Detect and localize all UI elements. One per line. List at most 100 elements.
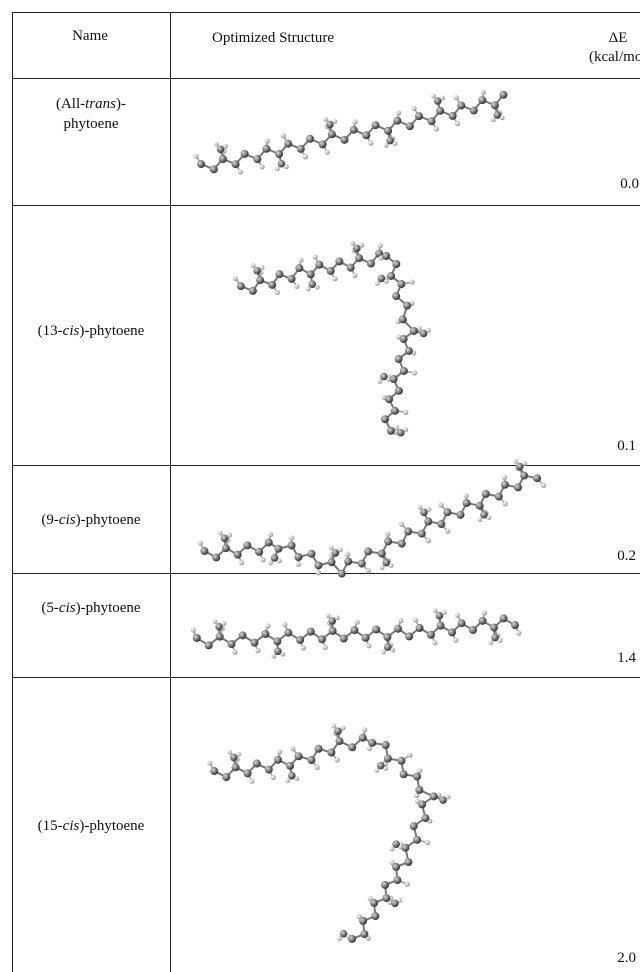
hydrogen-atom: [277, 749, 283, 755]
carbon-atom: [384, 126, 393, 135]
carbon-atom: [366, 259, 375, 268]
carbon-atom: [387, 271, 396, 280]
hydrogen-atom: [249, 778, 255, 784]
hydrogen-atom: [425, 538, 431, 544]
carbon-atom: [264, 538, 273, 547]
carbon-atom: [331, 549, 340, 557]
name-italic: cis: [59, 512, 76, 528]
carbon-atom: [382, 894, 391, 903]
carbon-atom: [404, 346, 413, 355]
carbon-atom: [361, 633, 370, 642]
carbon-atom: [358, 733, 367, 742]
carbon-atom: [334, 727, 342, 735]
header-structure: Optimized Structure: [212, 30, 334, 46]
carbon-atom: [469, 106, 478, 115]
hydrogen-atom: [284, 164, 289, 170]
carbon-atom: [480, 510, 488, 519]
hydrogen-atom: [193, 153, 199, 159]
carbon-atom: [364, 547, 373, 556]
carbon-atom: [381, 741, 390, 750]
hydrogen-atom: [388, 563, 394, 568]
hydrogen-atom: [352, 119, 358, 125]
hydrogen-atom: [438, 502, 444, 508]
carbon-atom: [475, 501, 484, 510]
name-part: )-phytoene: [76, 600, 141, 616]
hydrogen-atom: [440, 95, 446, 101]
carbon-atom: [405, 632, 414, 641]
carbon-atom: [328, 626, 337, 635]
carbon-atom: [381, 880, 390, 889]
carbon-atom: [391, 899, 399, 908]
hydrogen-atom: [477, 517, 483, 523]
carbon-atom: [520, 471, 529, 480]
carbon-atom: [499, 90, 508, 99]
hydrogen-atom: [488, 640, 494, 645]
carbon-atom: [371, 121, 380, 130]
carbon-atom: [215, 632, 224, 641]
hydrogen-atom: [350, 240, 356, 246]
carbon-atom: [253, 266, 261, 275]
hydrogen-atom: [328, 545, 334, 551]
carbon-atom: [307, 755, 316, 764]
hydrogen-atom: [404, 881, 410, 887]
hydrogen-atom: [411, 105, 417, 111]
carbon-atom: [349, 125, 358, 134]
carbon-atom: [216, 145, 225, 154]
hydrogen-atom: [407, 752, 413, 758]
table-rules: [12, 12, 640, 972]
carbon-atom: [397, 539, 406, 548]
carbon-atom: [236, 282, 245, 291]
row-name: (5-cis)-phytoene: [41, 600, 140, 616]
hydrogen-atom: [426, 327, 431, 333]
carbon-atom: [238, 631, 247, 640]
carbon-atom: [359, 916, 368, 925]
hydrogen-atom: [385, 531, 391, 537]
carbon-atom: [393, 876, 402, 885]
carbon-atom: [427, 117, 436, 126]
carbon-atom: [392, 840, 400, 848]
molecule: [232, 240, 431, 437]
hydrogen-atom: [218, 530, 223, 536]
carbon-atom: [344, 557, 353, 566]
hydrogen-atom: [403, 409, 409, 415]
carbon-atom: [204, 641, 213, 650]
carbon-atom: [510, 621, 519, 630]
carbon-atom: [295, 264, 304, 273]
carbon-atom: [443, 508, 452, 517]
hydrogen-atom: [516, 630, 522, 636]
carbon-atom: [261, 630, 270, 639]
carbon-atom: [448, 111, 457, 120]
hydrogen-atom: [497, 638, 503, 643]
molecule-images: [190, 89, 547, 943]
carbon-atom: [353, 244, 361, 253]
carbon-atom: [348, 743, 357, 752]
carbon-atom: [415, 785, 424, 794]
carbon-atom: [200, 547, 209, 556]
hydrogen-atom: [426, 506, 432, 512]
carbon-atom: [218, 154, 227, 163]
name-part: (9-: [41, 512, 59, 528]
carbon-atom: [513, 483, 522, 492]
hydrogen-atom: [277, 558, 283, 564]
carbon-atom: [284, 139, 293, 148]
molecule: [197, 459, 547, 578]
hydrogen-atom: [453, 95, 459, 101]
carbon-atom: [429, 792, 438, 801]
hydrogen-atom: [259, 164, 265, 170]
hydrogen-atom: [271, 653, 277, 659]
row-energy: 2.0: [617, 950, 636, 966]
hydrogen-atom: [239, 560, 245, 566]
hydrogen-atom: [298, 257, 304, 263]
carbon-atom: [273, 637, 282, 646]
hydrogen-atom: [337, 547, 343, 553]
carbon-atom: [436, 106, 445, 115]
hydrogen-atom: [227, 750, 233, 755]
hydrogen-atom: [482, 610, 488, 616]
carbon-atom: [491, 633, 499, 642]
carbon-atom: [256, 276, 265, 285]
hydrogen-atom: [383, 143, 389, 148]
molecule: [190, 608, 522, 659]
carbon-atom: [386, 136, 394, 145]
carbon-atom: [383, 643, 392, 651]
